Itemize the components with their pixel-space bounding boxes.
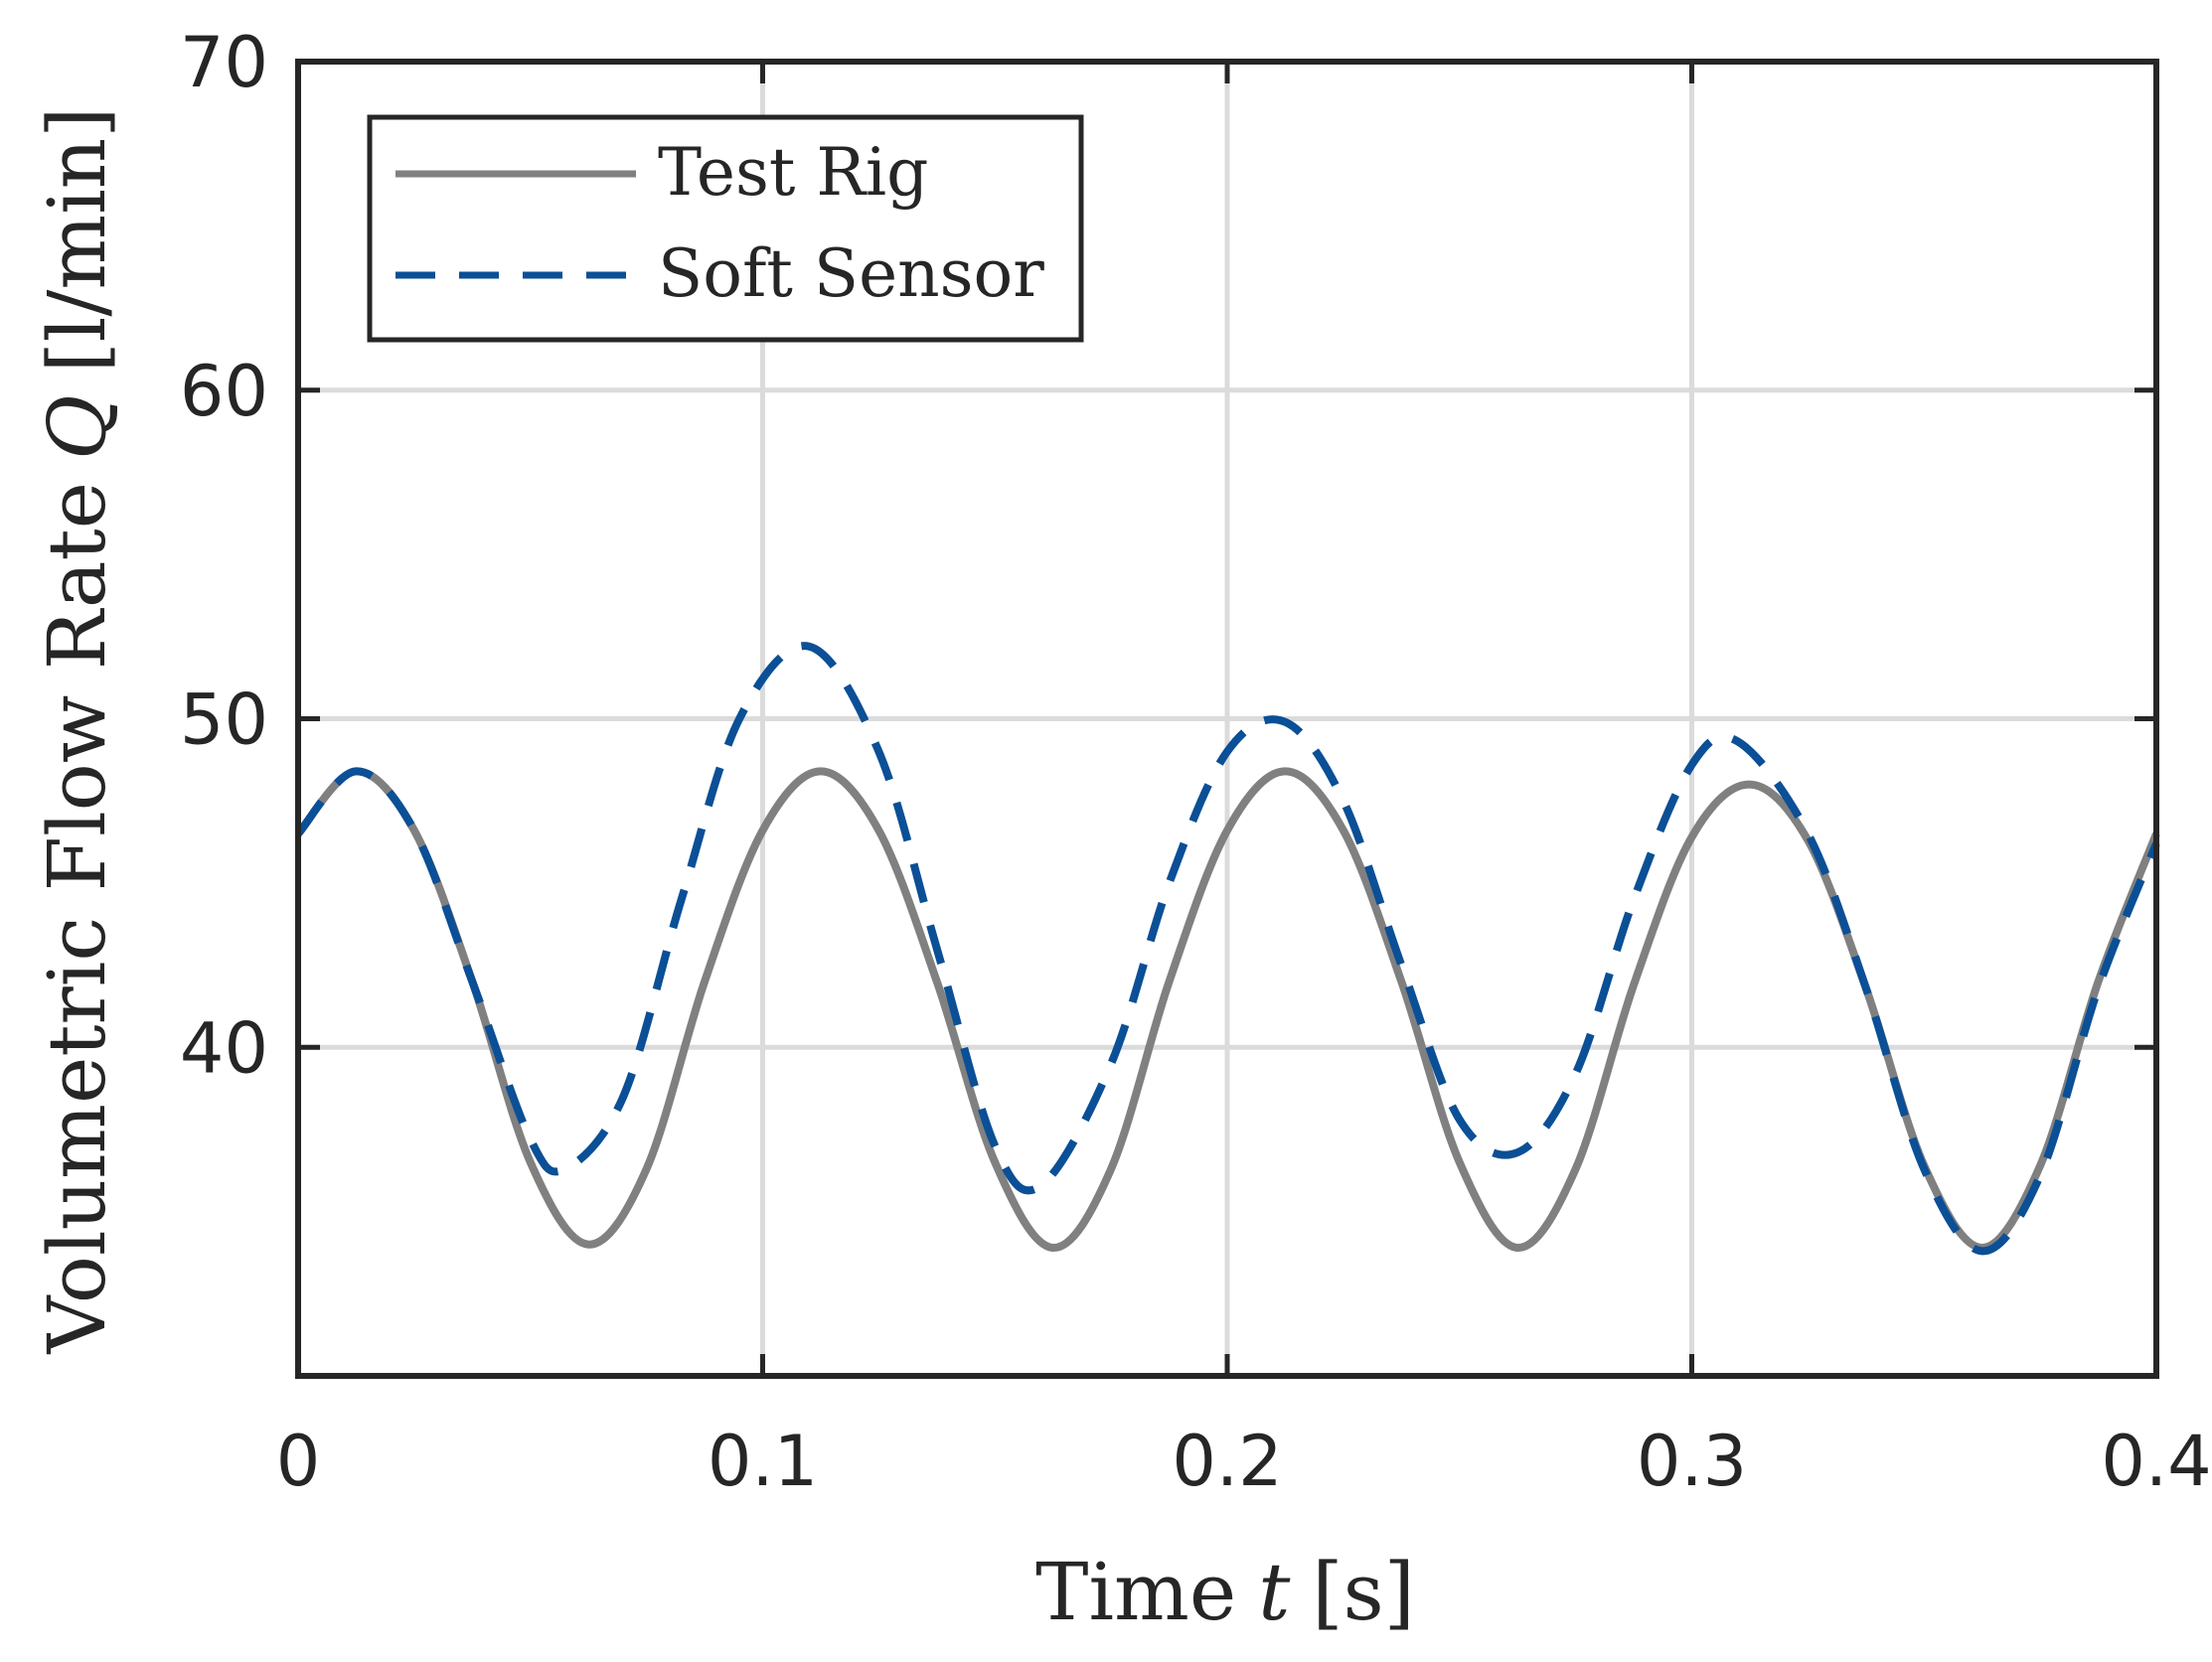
- y-tick-label: 40: [180, 1007, 268, 1089]
- y-axis-label-variable: Q: [31, 394, 123, 460]
- axis-ticks: [295, 59, 2159, 1376]
- x-axis-label-unit: [s]: [1312, 1546, 1414, 1638]
- x-tick-label: 0.1: [708, 1421, 818, 1502]
- x-axis-label-prefix: Time: [1035, 1546, 1236, 1638]
- legend: Test Rig Soft Sensor: [367, 114, 1084, 343]
- y-axis-label-unit: [l/min]: [31, 106, 123, 373]
- x-tick-labels: 0 0.1 0.2 0.3 0.4: [276, 1421, 2212, 1502]
- x-tick-label: 0.3: [1637, 1421, 1747, 1502]
- x-tick-label: 0.4: [2101, 1421, 2211, 1502]
- y-axis-label-prefix: Volumetric Flow Rate: [31, 482, 123, 1355]
- plot-area: [294, 642, 2160, 1256]
- y-tick-label: 50: [180, 680, 268, 761]
- x-axis-label: Time t [s]: [1035, 1546, 1415, 1638]
- y-tick-label: 60: [180, 351, 268, 432]
- y-tick-label: 70: [180, 22, 268, 103]
- y-tick-labels: 40 50 60 70: [180, 22, 268, 1089]
- series-line-soft-sensor: [294, 642, 2160, 1256]
- x-tick-label: 0: [276, 1421, 321, 1502]
- x-tick-label: 0.2: [1172, 1421, 1282, 1502]
- y-axis-label: Volumetric Flow Rate Q [l/min]: [31, 106, 123, 1354]
- legend-label-test-rig: Test Rig: [658, 134, 928, 211]
- grid: [298, 62, 2156, 1376]
- legend-box: [367, 114, 1084, 343]
- legend-label-soft-sensor: Soft Sensor: [658, 235, 1044, 312]
- x-axis-label-variable: t: [1258, 1546, 1291, 1638]
